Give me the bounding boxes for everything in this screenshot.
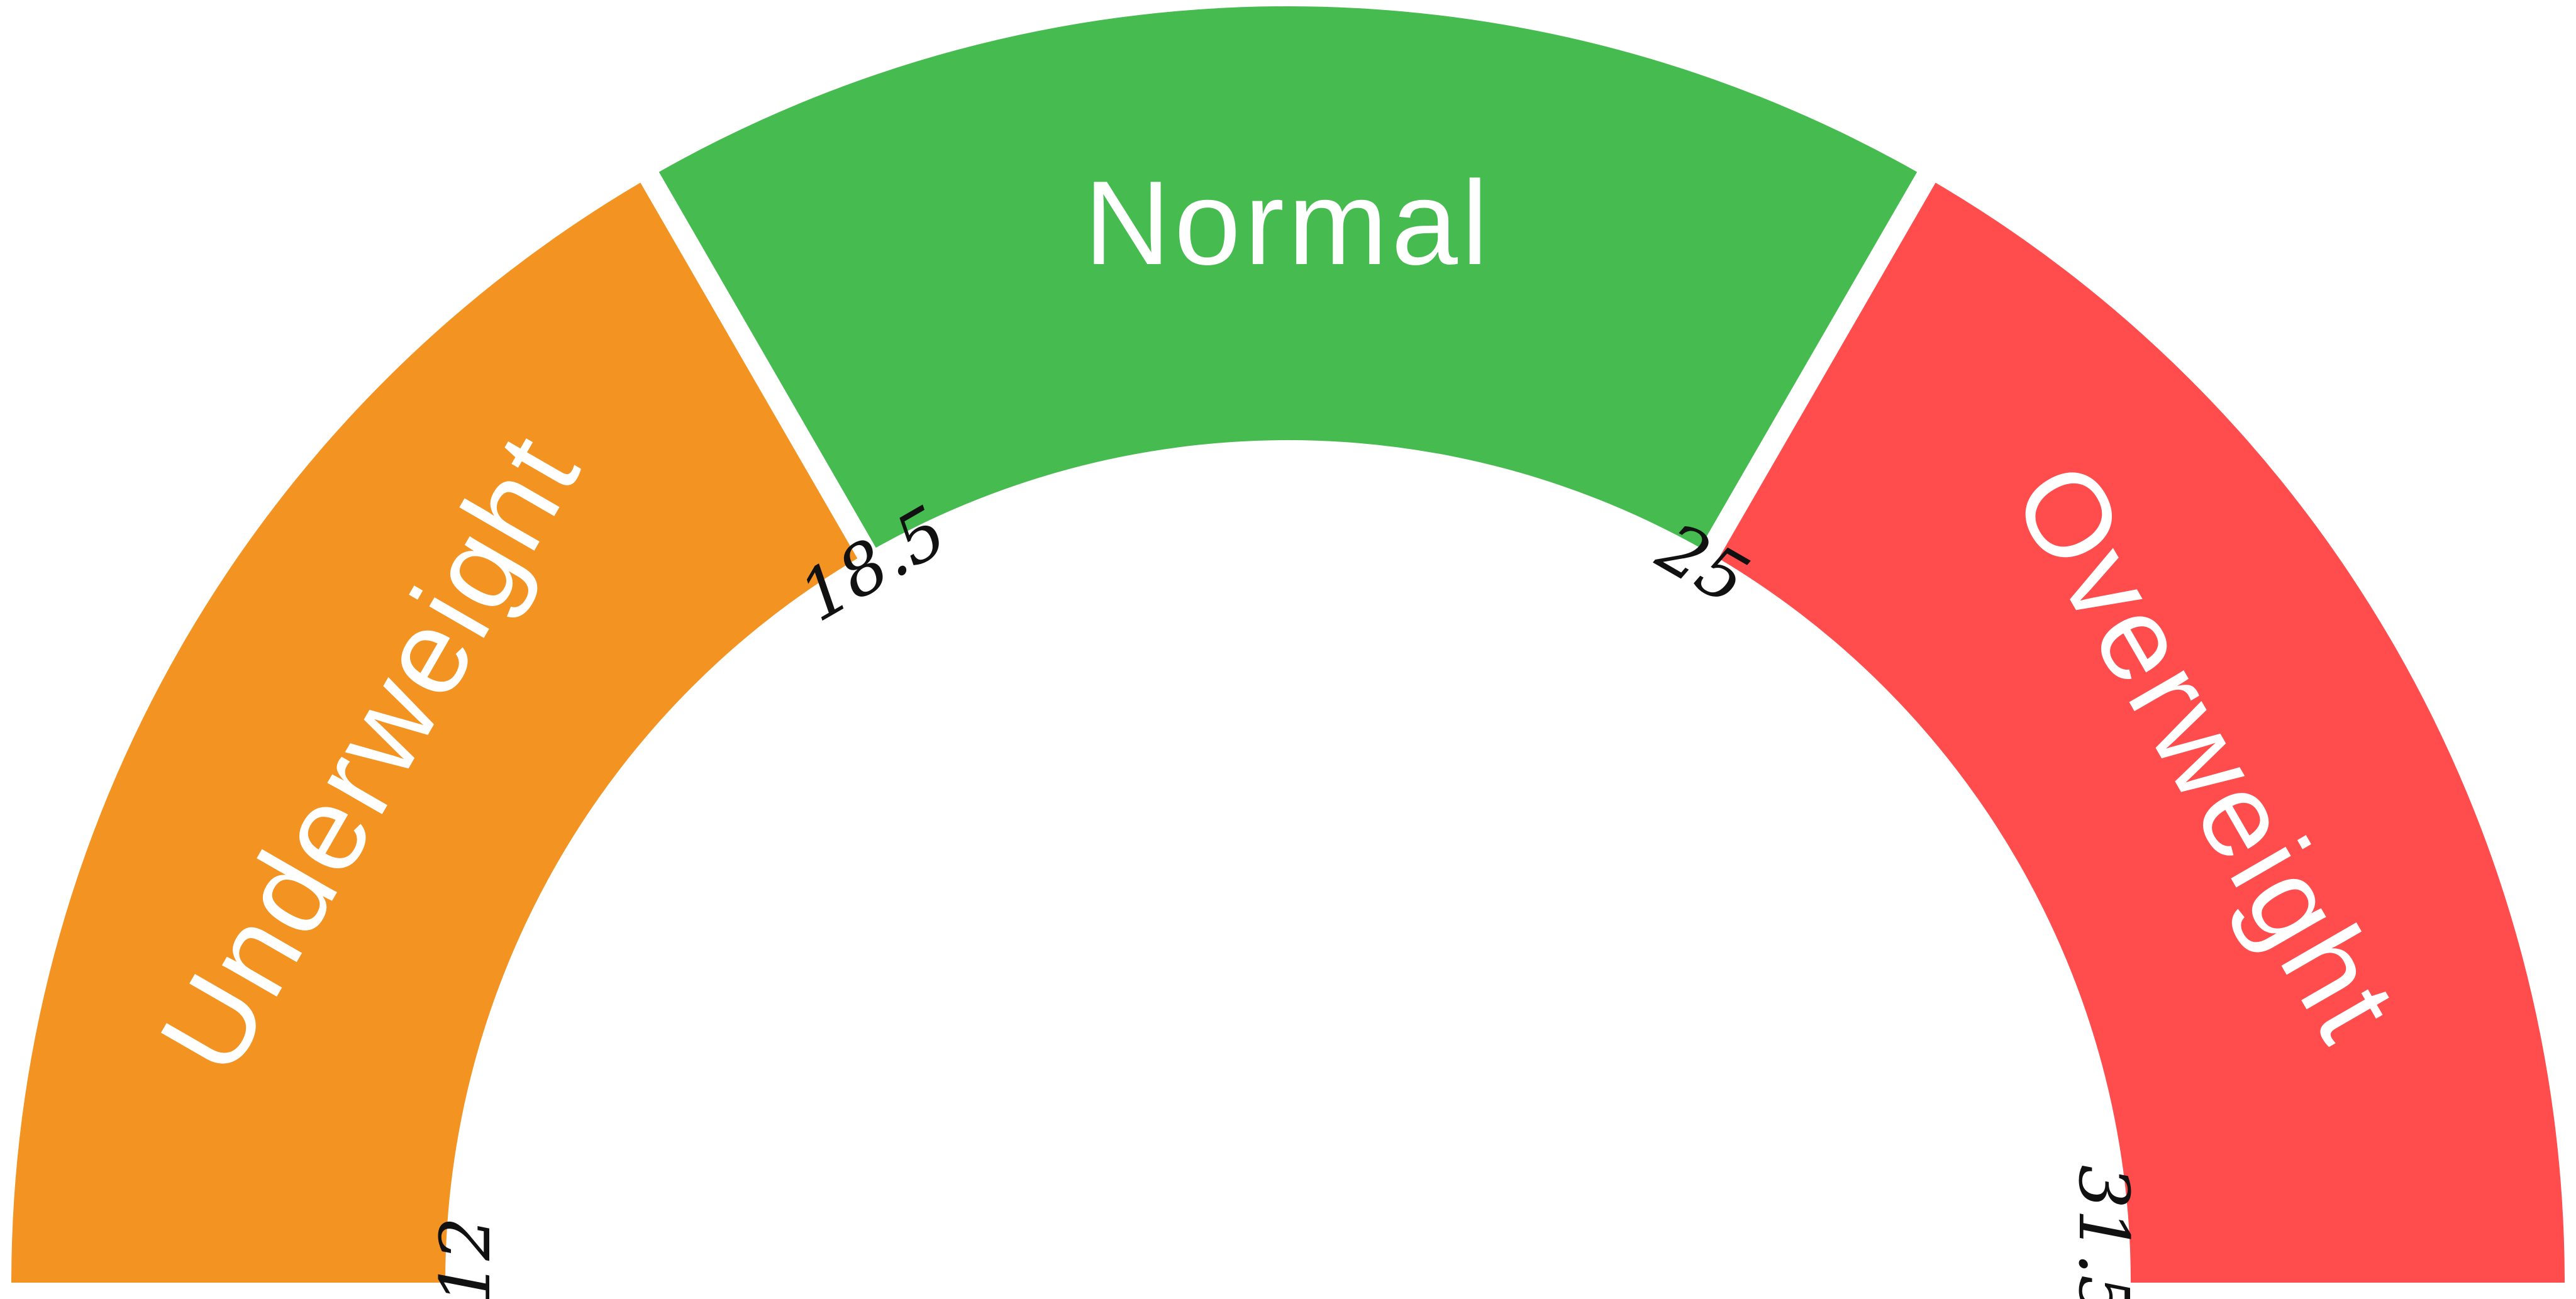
segment-underweight [11,177,867,1283]
tick-label: 31.5 [2063,1165,2144,1299]
segment-divider [1696,164,1938,568]
tick-label: 12 [425,1217,506,1299]
dividers-layer [638,164,1938,568]
segment-overweight [1709,177,2565,1283]
segment-normal [650,6,1926,553]
segment-label-normal: Normal [1084,157,1492,290]
segment-divider [638,164,880,568]
segments-layer [11,6,2565,1283]
